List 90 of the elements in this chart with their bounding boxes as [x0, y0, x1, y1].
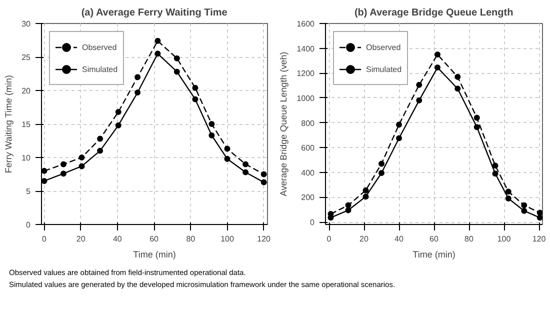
point: [115, 122, 122, 128]
point: [134, 90, 141, 96]
point: [242, 169, 249, 176]
point: [396, 135, 402, 142]
point: [396, 122, 402, 128]
point: [505, 188, 512, 195]
point: [174, 68, 180, 75]
point: [78, 154, 85, 160]
x-tick-label: 0: [326, 234, 332, 244]
point: [521, 202, 528, 208]
chart-title: (b) Average Bridge Queue Length: [354, 8, 514, 18]
point: [492, 170, 498, 177]
x-tick-label: 40: [394, 234, 404, 244]
x-tick-label: 20: [360, 234, 369, 244]
y-axis-title: Average Bridge Queue Length (veh): [278, 52, 289, 196]
point: [42, 168, 48, 174]
point: [416, 82, 422, 88]
y-tick-label: 0: [26, 220, 32, 230]
point: [362, 194, 369, 200]
point: [454, 86, 461, 92]
x-tick-label: 120: [257, 234, 272, 244]
point: [192, 84, 198, 91]
x-tick-label: 60: [430, 234, 439, 244]
point: [260, 171, 267, 178]
legend-label: Simulated: [366, 64, 402, 74]
y-tick-label: 1400: [296, 44, 316, 54]
point: [505, 195, 512, 202]
point: [345, 202, 352, 208]
point: [454, 74, 461, 80]
x-tick-label: 20: [76, 234, 86, 244]
point: [378, 160, 384, 167]
y-tick-label: 600: [301, 144, 316, 153]
y-tick-label: 15: [22, 120, 32, 129]
y-tick-label: 1200: [296, 69, 316, 78]
point: [378, 170, 384, 176]
x-tick-label: 120: [532, 234, 546, 244]
point: [208, 132, 215, 138]
y-tick-label: 30: [22, 20, 32, 28]
legend-label: Observed: [366, 42, 401, 52]
y-tick-label: 20: [22, 86, 32, 96]
point: [242, 161, 249, 168]
point: [154, 38, 161, 44]
point: [115, 108, 122, 115]
y-tick-label: 400: [301, 168, 316, 178]
point: [42, 178, 48, 184]
legend-label: Simulated: [82, 64, 118, 74]
y-tick-label: 5: [26, 187, 32, 196]
point: [434, 64, 440, 71]
y-tick-label: 0: [310, 218, 316, 228]
point: [224, 156, 230, 162]
point: [416, 97, 422, 104]
x-axis-title: Time (min): [133, 250, 176, 260]
y-axis-title: Ferry Waiting Time (min): [4, 74, 14, 174]
point: [224, 146, 230, 152]
point: [492, 162, 498, 169]
point: [474, 124, 480, 130]
chart-title: (a) Average Ferry Waiting Time: [81, 8, 228, 18]
legend-label: Observed: [82, 42, 117, 52]
y-tick-label: 10: [22, 154, 32, 162]
point: [192, 96, 198, 102]
y-tick-label: 25: [22, 53, 32, 62]
point: [78, 163, 85, 170]
point: [208, 121, 215, 127]
x-tick-label: 100: [497, 234, 512, 244]
point: [521, 208, 528, 214]
point: [97, 136, 104, 142]
point: [345, 207, 352, 214]
y-tick-label: 800: [301, 118, 316, 128]
point: [154, 50, 161, 57]
point: [434, 52, 440, 58]
point: [474, 114, 480, 121]
y-tick-label: 1600: [296, 20, 316, 28]
x-tick-label: 80: [186, 234, 196, 244]
point: [260, 179, 267, 186]
point: [536, 214, 542, 221]
point: [60, 170, 66, 177]
point: [536, 210, 542, 216]
x-tick-label: 40: [112, 234, 122, 244]
x-tick-label: 60: [150, 234, 160, 244]
point: [97, 148, 104, 154]
x-tick-label: 80: [464, 234, 474, 244]
point: [60, 161, 66, 168]
x-tick-label: 100: [220, 234, 234, 244]
y-tick-label: 1000: [296, 94, 316, 103]
point: [134, 74, 141, 80]
point: [362, 187, 369, 194]
y-tick-label: 200: [301, 193, 316, 202]
point: [174, 55, 180, 62]
x-axis-title: Time (min): [412, 250, 456, 260]
x-tick-label: 0: [42, 234, 48, 244]
